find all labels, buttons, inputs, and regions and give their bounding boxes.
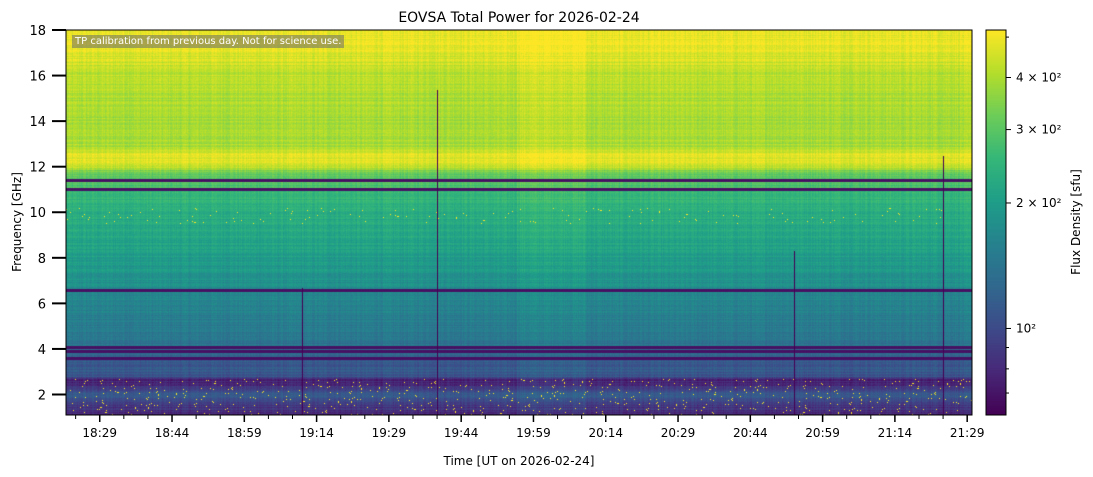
x-tick-label: 19:29 bbox=[372, 426, 407, 440]
x-tick-label: 18:29 bbox=[82, 426, 117, 440]
y-tick-label: 2 bbox=[38, 388, 46, 403]
y-tick-label: 12 bbox=[29, 161, 46, 176]
colorbar-label: Flux Density [sfu] bbox=[1069, 169, 1083, 275]
x-tick-label: 21:14 bbox=[878, 426, 913, 440]
y-tick-label: 18 bbox=[29, 24, 46, 39]
x-tick-label: 18:44 bbox=[155, 426, 190, 440]
calibration-note: TP calibration from previous day. Not fo… bbox=[72, 35, 345, 48]
y-axis-label: Frequency [GHz] bbox=[10, 172, 24, 272]
x-tick-label: 20:29 bbox=[661, 426, 696, 440]
spectrogram-heatmap bbox=[66, 30, 972, 415]
y-tick-label: 4 bbox=[38, 343, 46, 358]
y-tick-label: 6 bbox=[38, 297, 46, 312]
x-tick-label: 21:29 bbox=[950, 426, 985, 440]
colorbar-tick-label: 2 × 10² bbox=[1016, 196, 1062, 210]
x-tick-label: 18:59 bbox=[227, 426, 262, 440]
colorbar-tick-label: 3 × 10² bbox=[1016, 123, 1062, 137]
y-tick-label: 14 bbox=[29, 115, 46, 130]
x-tick-label: 20:44 bbox=[733, 426, 768, 440]
chart-title: EOVSA Total Power for 2026-02-24 bbox=[398, 10, 639, 26]
plot-frame bbox=[65, 29, 973, 416]
x-tick-label: 20:59 bbox=[805, 426, 840, 440]
x-axis-label: Time [UT on 2026-02-24] bbox=[443, 454, 595, 468]
colorbar-tick-label: 10² bbox=[1016, 321, 1036, 335]
x-tick-label: 20:14 bbox=[588, 426, 623, 440]
x-tick-label: 19:14 bbox=[299, 426, 334, 440]
colorbar bbox=[986, 30, 1006, 415]
x-tick-label: 19:59 bbox=[516, 426, 551, 440]
x-tick-label: 19:44 bbox=[444, 426, 479, 440]
y-tick-label: 10 bbox=[29, 206, 46, 221]
colorbar-frame bbox=[985, 29, 1007, 416]
y-tick-label: 16 bbox=[29, 70, 46, 85]
colorbar-tick-label: 4 × 10² bbox=[1016, 70, 1062, 84]
y-tick-label: 8 bbox=[38, 252, 46, 267]
